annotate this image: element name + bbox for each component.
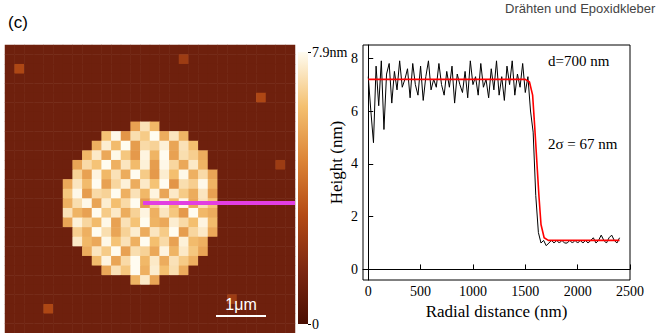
svg-text:7.9nm: 7.9nm [312,45,348,60]
svg-text:0: 0 [365,284,372,299]
svg-text:1000: 1000 [459,284,487,299]
svg-text:0: 0 [312,317,319,332]
svg-text:d=700 nm: d=700 nm [548,53,610,69]
svg-text:Radial distance (nm): Radial distance (nm) [426,302,568,321]
svg-text:2: 2 [351,209,358,224]
svg-text:500: 500 [410,284,431,299]
svg-text:2000: 2000 [564,284,592,299]
svg-text:(c): (c) [8,13,28,32]
svg-text:2500: 2500 [616,284,644,299]
svg-text:Drähten und Epoxidkleber: Drähten und Epoxidkleber [505,1,656,16]
svg-text:1500: 1500 [511,284,539,299]
svg-text:4: 4 [351,156,358,171]
svg-text:6: 6 [351,104,358,119]
svg-text:8: 8 [351,51,358,66]
svg-text:0: 0 [351,262,358,277]
svg-text:2σ = 67 nm: 2σ = 67 nm [548,136,618,152]
svg-text:Height (nm): Height (nm) [327,121,346,205]
svg-text:1μm: 1μm [225,296,256,313]
